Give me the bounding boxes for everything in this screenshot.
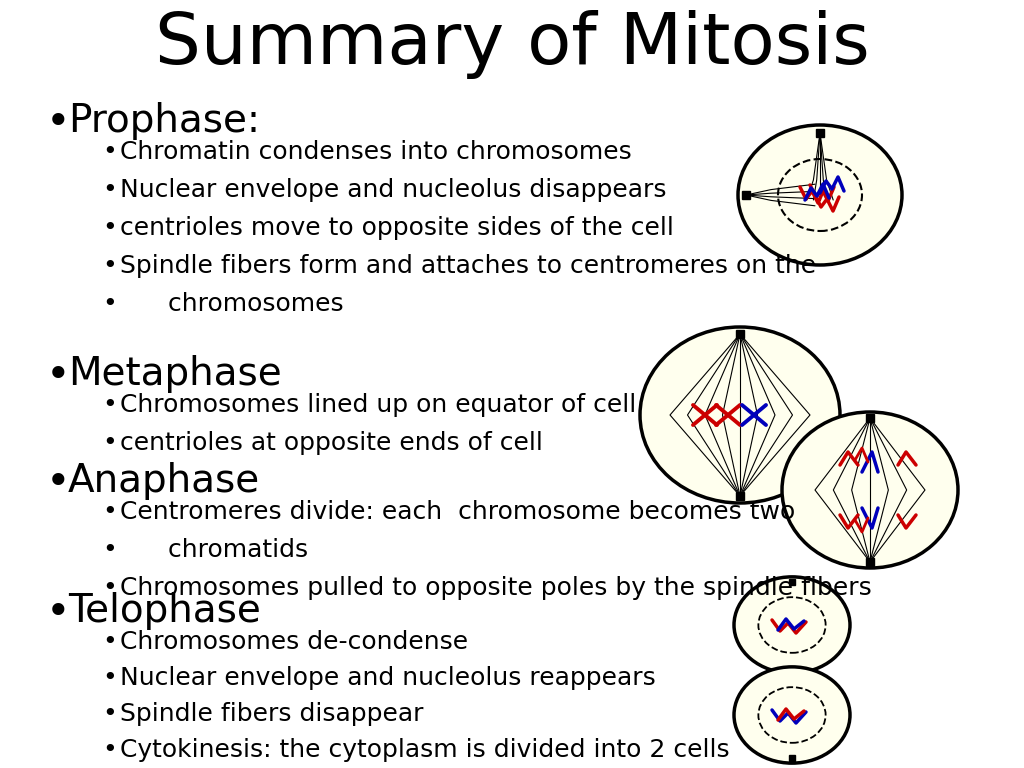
Text: Nuclear envelope and nucleolus disappears: Nuclear envelope and nucleolus disappear… (120, 178, 667, 202)
Text: Nuclear envelope and nucleolus reappears: Nuclear envelope and nucleolus reappears (120, 666, 655, 690)
Ellipse shape (734, 577, 850, 673)
Text: •: • (102, 500, 117, 524)
Ellipse shape (782, 412, 958, 568)
Text: •: • (102, 292, 117, 316)
Text: Spindle fibers disappear: Spindle fibers disappear (120, 702, 424, 726)
Text: Cytokinesis: the cytoplasm is divided into 2 cells: Cytokinesis: the cytoplasm is divided in… (120, 738, 730, 762)
Text: •: • (102, 178, 117, 202)
Ellipse shape (640, 327, 840, 503)
Text: Spindle fibers form and attaches to centromeres on the: Spindle fibers form and attaches to cent… (120, 254, 816, 278)
Text: •: • (102, 666, 117, 690)
Text: Summary of Mitosis: Summary of Mitosis (155, 10, 869, 79)
Text: Prophase:: Prophase: (68, 102, 260, 140)
Text: •: • (46, 102, 71, 144)
Ellipse shape (778, 159, 862, 231)
Text: •: • (102, 538, 117, 562)
Text: •: • (102, 576, 117, 600)
Text: •: • (46, 355, 71, 397)
Ellipse shape (759, 598, 825, 653)
Text: •: • (46, 462, 71, 504)
Text: •: • (102, 431, 117, 455)
Text: centrioles at opposite ends of cell: centrioles at opposite ends of cell (120, 431, 543, 455)
Text: •: • (46, 592, 71, 634)
Text: chromosomes: chromosomes (120, 292, 344, 316)
Text: •: • (102, 702, 117, 726)
Text: •: • (102, 254, 117, 278)
Text: •: • (102, 738, 117, 762)
Text: •: • (102, 140, 117, 164)
Text: Metaphase: Metaphase (68, 355, 282, 393)
Text: Chromosomes pulled to opposite poles by the spindle fibers: Chromosomes pulled to opposite poles by … (120, 576, 871, 600)
Text: •: • (102, 216, 117, 240)
Text: Chromatin condenses into chromosomes: Chromatin condenses into chromosomes (120, 140, 632, 164)
Text: Chromosomes de-condense: Chromosomes de-condense (120, 630, 468, 654)
Ellipse shape (734, 667, 850, 763)
Text: Anaphase: Anaphase (68, 462, 260, 500)
Text: •: • (102, 630, 117, 654)
Ellipse shape (759, 687, 825, 743)
Text: chromatids: chromatids (120, 538, 308, 562)
Text: Centromeres divide: each  chromosome becomes two: Centromeres divide: each chromosome beco… (120, 500, 796, 524)
Text: •: • (102, 393, 117, 417)
Text: centrioles move to opposite sides of the cell: centrioles move to opposite sides of the… (120, 216, 674, 240)
Text: Telophase: Telophase (68, 592, 261, 630)
Text: Chromosomes lined up on equator of cell: Chromosomes lined up on equator of cell (120, 393, 636, 417)
Ellipse shape (738, 125, 902, 265)
